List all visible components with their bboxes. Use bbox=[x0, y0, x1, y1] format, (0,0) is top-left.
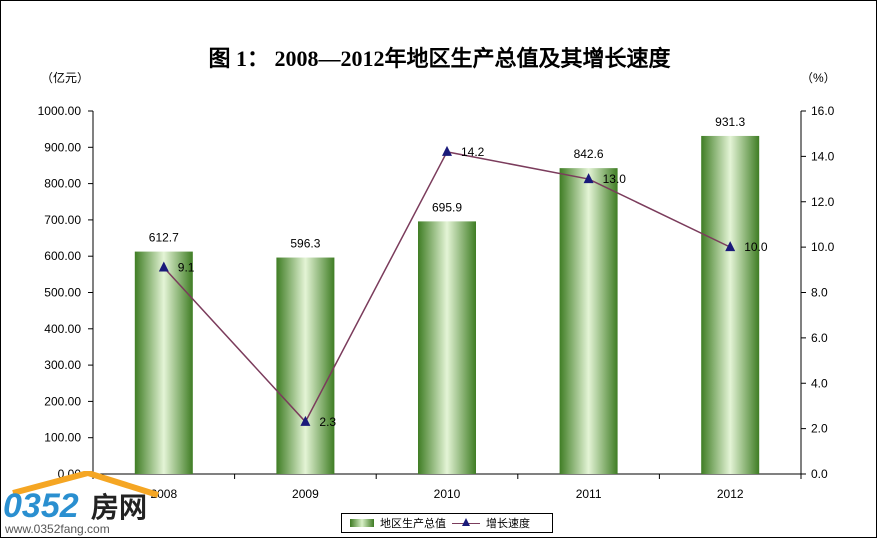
line-label: 13.0 bbox=[603, 172, 627, 186]
left-tick-label: 100.00 bbox=[44, 431, 81, 445]
left-tick-label: 300.00 bbox=[44, 358, 81, 372]
left-tick-label: 800.00 bbox=[44, 177, 81, 191]
svg-text:www.0352fang.com: www.0352fang.com bbox=[4, 522, 110, 536]
right-tick-label: 10.0 bbox=[811, 240, 835, 254]
watermark-logo: 0352 房网 www.0352fang.com bbox=[3, 471, 159, 536]
right-axis-unit: （%） bbox=[801, 71, 836, 85]
left-tick-label: 900.00 bbox=[44, 140, 81, 154]
left-tick-label: 1000.00 bbox=[38, 104, 82, 118]
left-tick-label: 600.00 bbox=[44, 249, 81, 263]
bar-label: 695.9 bbox=[432, 200, 462, 214]
right-tick-label: 6.0 bbox=[811, 331, 828, 345]
bar-2011 bbox=[559, 168, 618, 474]
x-tick-label: 2010 bbox=[434, 487, 461, 501]
line-label: 14.2 bbox=[461, 145, 485, 159]
growth-marker bbox=[442, 145, 452, 156]
bar-label: 612.7 bbox=[149, 231, 179, 245]
growth-marker bbox=[583, 173, 594, 184]
legend-bar-label: 地区生产总值 bbox=[380, 518, 446, 530]
bar-label: 931.3 bbox=[715, 115, 745, 129]
svg-text:0352: 0352 bbox=[3, 487, 79, 525]
bar-label: 596.3 bbox=[290, 237, 320, 251]
legend-line-swatch bbox=[452, 518, 480, 528]
bar-2008 bbox=[134, 251, 193, 474]
right-tick-label: 0.0 bbox=[811, 467, 828, 481]
right-tick-label: 8.0 bbox=[811, 286, 828, 300]
left-tick-label: 400.00 bbox=[44, 322, 81, 336]
legend: 地区生产总值 增长速度 bbox=[341, 513, 553, 533]
bar-label: 842.6 bbox=[574, 147, 604, 161]
growth-marker bbox=[158, 261, 169, 272]
right-tick-label: 14.0 bbox=[811, 149, 835, 163]
line-label: 10.0 bbox=[744, 240, 768, 254]
growth-marker bbox=[300, 415, 311, 426]
legend-line-label: 增长速度 bbox=[486, 518, 530, 530]
chart-title: 图 1： 2008—2012年地区生产总值及其增长速度 bbox=[208, 46, 671, 71]
right-tick-label: 16.0 bbox=[811, 104, 835, 118]
line-label: 9.1 bbox=[178, 261, 195, 275]
svg-text:房网: 房网 bbox=[91, 491, 147, 523]
line-label: 2.3 bbox=[319, 415, 336, 429]
bar-2009 bbox=[276, 257, 335, 474]
left-tick-label: 500.00 bbox=[44, 286, 81, 300]
x-tick-label: 2011 bbox=[576, 487, 602, 501]
right-tick-label: 4.0 bbox=[811, 376, 828, 390]
bar-2010 bbox=[418, 221, 476, 474]
right-tick-label: 12.0 bbox=[811, 195, 835, 209]
left-tick-label: 200.00 bbox=[44, 394, 81, 408]
x-tick-label: 2009 bbox=[292, 487, 319, 501]
legend-bar-swatch bbox=[350, 519, 374, 527]
right-tick-label: 2.0 bbox=[811, 422, 828, 436]
bar-2012 bbox=[701, 135, 760, 474]
x-tick-label: 2012 bbox=[717, 487, 744, 501]
growth-marker bbox=[725, 241, 736, 252]
left-axis-unit: （亿元） bbox=[41, 71, 90, 85]
left-tick-label: 700.00 bbox=[44, 213, 81, 227]
